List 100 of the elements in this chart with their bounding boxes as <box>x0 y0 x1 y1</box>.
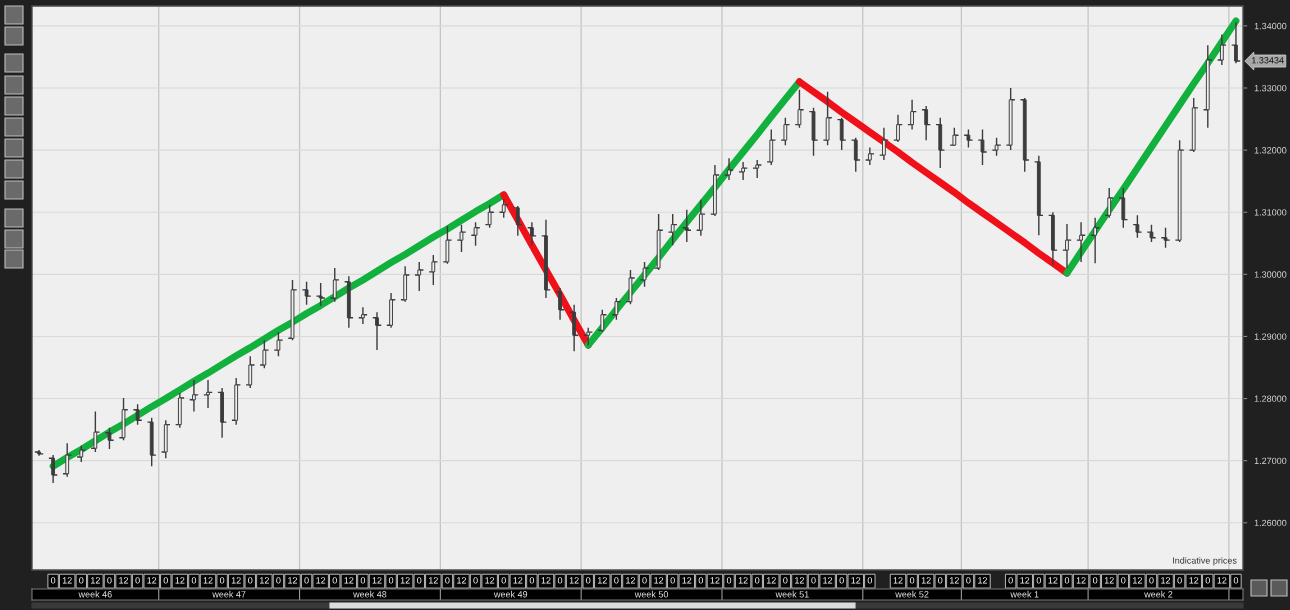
y-tick-label: 1.31000 <box>1254 209 1287 216</box>
candlestick <box>315 282 326 307</box>
candlestick <box>935 117 946 169</box>
x-tick-label: 12 <box>1104 577 1114 584</box>
candlestick <box>470 221 481 247</box>
x-tick-label: 12 <box>1020 577 1030 584</box>
text: week 1 <box>1010 590 1039 598</box>
candlestick <box>104 427 115 450</box>
x-tick-label: 0 <box>163 577 168 584</box>
candlestick <box>34 449 44 457</box>
candlestick <box>372 311 382 351</box>
x-tick-label: 0 <box>1177 577 1182 584</box>
candlestick <box>1202 44 1213 129</box>
candlestick <box>62 442 73 478</box>
candlestick <box>625 269 636 305</box>
candlestick <box>879 127 889 161</box>
candlestick <box>160 419 171 459</box>
candlestick <box>48 454 59 484</box>
candlestick <box>414 261 425 292</box>
x-tick-label: 0 <box>219 577 225 584</box>
x-tick-label: 12 <box>260 577 269 584</box>
x-tick-label: 0 <box>248 577 253 584</box>
candlestick <box>1160 227 1171 249</box>
candlestick <box>132 403 143 426</box>
x-tick-label: 12 <box>893 577 903 584</box>
x-tick-label: 0 <box>1008 577 1013 584</box>
candlestick <box>1062 223 1072 269</box>
x-tick-label: 12 <box>654 577 664 584</box>
x-tick-label: 0 <box>473 577 478 584</box>
candlestick <box>850 136 861 173</box>
x-tick-label: 0 <box>755 577 760 584</box>
candlestick <box>442 225 453 265</box>
y-tick-label: 1.28000 <box>1254 395 1287 402</box>
candlestick <box>259 339 270 369</box>
candlestick <box>991 136 1002 157</box>
text: week 52 <box>895 590 929 598</box>
x-tick-label: 12 <box>626 577 636 584</box>
candlestick <box>569 304 580 353</box>
candlestick <box>1005 87 1016 151</box>
x-tick-label: 12 <box>1048 577 1058 584</box>
candlestick <box>90 410 101 453</box>
x-tick-label: 0 <box>557 577 563 584</box>
x-tick-label: 0 <box>529 577 535 584</box>
candlestick <box>864 146 875 166</box>
candlestick <box>512 205 523 237</box>
x-tick-label: 0 <box>388 577 394 584</box>
candlestick <box>329 267 340 303</box>
x-tick-label: 12 <box>428 577 438 584</box>
candlestick <box>794 89 805 129</box>
x-tick-label: 12 <box>851 577 861 584</box>
candlestick <box>541 218 551 299</box>
x-tick-label: 0 <box>966 577 971 584</box>
x-tick-label: 12 <box>316 577 326 584</box>
candlestick <box>189 379 199 413</box>
x-tick-label: 12 <box>91 577 100 584</box>
text: 1.33434 <box>1252 57 1284 64</box>
candlestick <box>1090 217 1101 264</box>
x-tick-label: 0 <box>332 577 337 584</box>
candlestick <box>231 377 242 426</box>
candlestick <box>893 114 903 143</box>
x-tick-label: 0 <box>79 577 84 584</box>
candlestick <box>456 223 467 253</box>
candlestick <box>1019 97 1030 173</box>
text: week 50 <box>634 590 669 598</box>
candlestick <box>1104 187 1115 219</box>
x-tick-label: 0 <box>586 577 591 584</box>
x-tick-label: 12 <box>738 577 748 584</box>
x-tick-label: 0 <box>867 577 872 584</box>
candlestick <box>695 199 706 237</box>
candlestick <box>766 128 777 166</box>
candlestick <box>611 297 622 321</box>
x-tick-label: 12 <box>541 577 551 584</box>
x-tick-label: 12 <box>795 577 804 584</box>
x-tick-label: 0 <box>1233 577 1239 584</box>
x-tick-label: 12 <box>372 577 382 584</box>
x-tick-label: 12 <box>485 577 495 584</box>
text: week 2 <box>1144 590 1173 598</box>
candlestick <box>357 306 368 325</box>
text: week 49 <box>493 590 528 598</box>
candlestick <box>836 117 847 151</box>
candlestick <box>822 91 833 146</box>
x-tick-label: 0 <box>783 577 788 584</box>
x-tick-label: 12 <box>978 577 988 584</box>
x-tick-label: 12 <box>231 577 241 584</box>
candlestick <box>639 261 650 288</box>
x-tick-label: 0 <box>501 577 506 584</box>
x-tick-label: 0 <box>191 577 197 584</box>
text: week 47 <box>212 590 246 598</box>
candlestick <box>977 128 988 166</box>
candlestick <box>498 198 509 219</box>
x-tick-label: 0 <box>107 577 112 584</box>
candlestick <box>273 331 284 358</box>
x-tick-label: 12 <box>1189 577 1199 584</box>
candlestick <box>484 204 495 229</box>
candlestick <box>752 159 763 179</box>
candlestick <box>724 157 734 181</box>
text: week 51 <box>775 590 809 598</box>
candlestick <box>203 379 213 409</box>
y-tick-label: 1.32000 <box>1254 147 1287 154</box>
x-tick-label: 0 <box>698 577 704 584</box>
